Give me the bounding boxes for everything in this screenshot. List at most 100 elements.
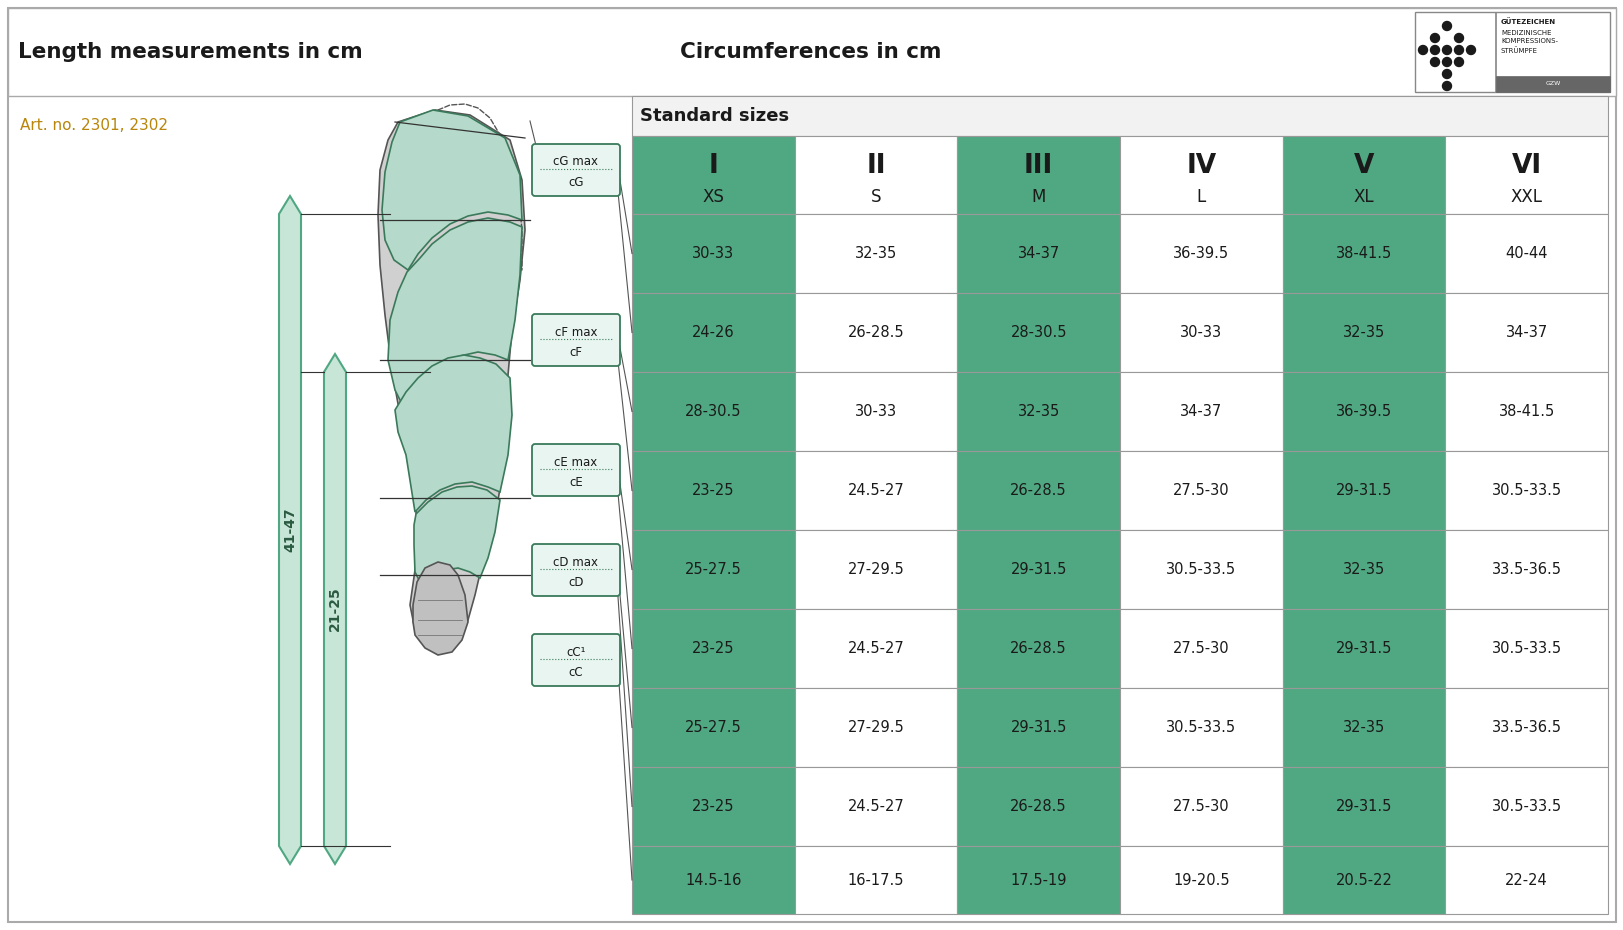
Bar <box>794 451 956 530</box>
Circle shape <box>1454 46 1462 55</box>
Text: 41-47: 41-47 <box>282 508 297 552</box>
Text: XL: XL <box>1354 188 1373 206</box>
FancyBboxPatch shape <box>532 144 620 196</box>
Text: 40-44: 40-44 <box>1505 246 1547 261</box>
Text: 26-28.5: 26-28.5 <box>847 325 904 340</box>
Text: XS: XS <box>703 188 724 206</box>
Text: cG: cG <box>568 176 583 189</box>
Bar <box>956 609 1120 688</box>
Text: cG max: cG max <box>553 155 599 168</box>
Text: 28-30.5: 28-30.5 <box>685 404 742 419</box>
Text: cE: cE <box>568 475 583 488</box>
Text: 24.5-27: 24.5-27 <box>847 641 904 656</box>
Bar <box>1444 846 1607 914</box>
Text: cD: cD <box>568 576 583 589</box>
Text: 23-25: 23-25 <box>691 799 734 814</box>
Circle shape <box>1441 70 1451 78</box>
Polygon shape <box>414 486 500 586</box>
Bar <box>631 214 794 293</box>
Bar <box>1282 767 1444 846</box>
Bar <box>794 214 956 293</box>
Text: 34-37: 34-37 <box>1505 325 1547 340</box>
Text: Art. no. 2301, 2302: Art. no. 2301, 2302 <box>19 118 167 133</box>
Bar <box>1282 372 1444 451</box>
Bar <box>1120 688 1282 767</box>
Bar <box>956 136 1120 214</box>
Text: 29-31.5: 29-31.5 <box>1010 562 1066 577</box>
Text: VI: VI <box>1511 153 1540 179</box>
Text: 30-33: 30-33 <box>1180 325 1222 340</box>
Text: 32-35: 32-35 <box>1342 562 1384 577</box>
Text: I: I <box>708 153 717 179</box>
Text: 30-33: 30-33 <box>854 404 896 419</box>
Bar <box>631 846 794 914</box>
Bar <box>794 372 956 451</box>
Text: 30.5-33.5: 30.5-33.5 <box>1490 641 1561 656</box>
Bar <box>1444 767 1607 846</box>
Circle shape <box>1430 58 1438 67</box>
Bar <box>1120 372 1282 451</box>
Text: IV: IV <box>1185 153 1216 179</box>
Bar <box>794 767 956 846</box>
Bar <box>1495 76 1608 92</box>
Bar <box>1282 688 1444 767</box>
Text: 28-30.5: 28-30.5 <box>1010 325 1066 340</box>
Bar <box>1120 293 1282 372</box>
Text: L: L <box>1196 188 1206 206</box>
Text: 25-27.5: 25-27.5 <box>685 562 742 577</box>
Text: 32-35: 32-35 <box>854 246 896 261</box>
Text: 22-24: 22-24 <box>1505 872 1547 887</box>
Bar <box>794 846 956 914</box>
Bar <box>631 293 794 372</box>
Polygon shape <box>325 354 346 864</box>
Bar <box>956 530 1120 609</box>
Bar <box>1444 372 1607 451</box>
Text: 30.5-33.5: 30.5-33.5 <box>1490 799 1561 814</box>
Text: 23-25: 23-25 <box>691 483 734 498</box>
Text: 24.5-27: 24.5-27 <box>847 799 904 814</box>
Polygon shape <box>378 110 524 650</box>
Circle shape <box>1430 46 1438 55</box>
Circle shape <box>1466 46 1475 55</box>
Circle shape <box>1441 58 1451 67</box>
Text: 36-39.5: 36-39.5 <box>1336 404 1391 419</box>
Bar <box>1282 530 1444 609</box>
Bar <box>1444 136 1607 214</box>
Bar <box>956 846 1120 914</box>
Text: cC: cC <box>568 666 583 679</box>
Text: 36-39.5: 36-39.5 <box>1172 246 1229 261</box>
Text: 24-26: 24-26 <box>691 325 734 340</box>
Polygon shape <box>279 196 300 864</box>
Bar <box>631 688 794 767</box>
Text: 20.5-22: 20.5-22 <box>1334 872 1391 887</box>
Bar <box>1444 530 1607 609</box>
Text: 25-27.5: 25-27.5 <box>685 720 742 735</box>
Text: 23-25: 23-25 <box>691 641 734 656</box>
Bar <box>1282 136 1444 214</box>
Text: 27.5-30: 27.5-30 <box>1172 799 1229 814</box>
Bar <box>1120 136 1282 214</box>
Text: Length measurements in cm: Length measurements in cm <box>18 42 362 62</box>
Bar <box>956 688 1120 767</box>
Text: MEDIZINISCHE
KOMPRESSIONS-
STRÜMPFE: MEDIZINISCHE KOMPRESSIONS- STRÜMPFE <box>1500 30 1556 54</box>
Bar <box>1444 688 1607 767</box>
Text: 29-31.5: 29-31.5 <box>1336 483 1391 498</box>
Text: 24.5-27: 24.5-27 <box>847 483 904 498</box>
Bar <box>1120 530 1282 609</box>
Text: M: M <box>1031 188 1045 206</box>
Text: 33.5-36.5: 33.5-36.5 <box>1492 720 1561 735</box>
Text: cC¹: cC¹ <box>566 645 586 658</box>
FancyBboxPatch shape <box>532 314 620 366</box>
Bar <box>1282 609 1444 688</box>
Circle shape <box>1441 21 1451 31</box>
Text: 32-35: 32-35 <box>1342 720 1384 735</box>
Text: Standard sizes: Standard sizes <box>639 107 789 125</box>
Bar <box>956 767 1120 846</box>
Polygon shape <box>394 355 511 512</box>
Text: cD max: cD max <box>553 555 599 568</box>
Text: 14.5-16: 14.5-16 <box>685 872 742 887</box>
Circle shape <box>1417 46 1427 55</box>
Text: 30.5-33.5: 30.5-33.5 <box>1165 562 1235 577</box>
Bar <box>1282 451 1444 530</box>
Text: 29-31.5: 29-31.5 <box>1010 720 1066 735</box>
